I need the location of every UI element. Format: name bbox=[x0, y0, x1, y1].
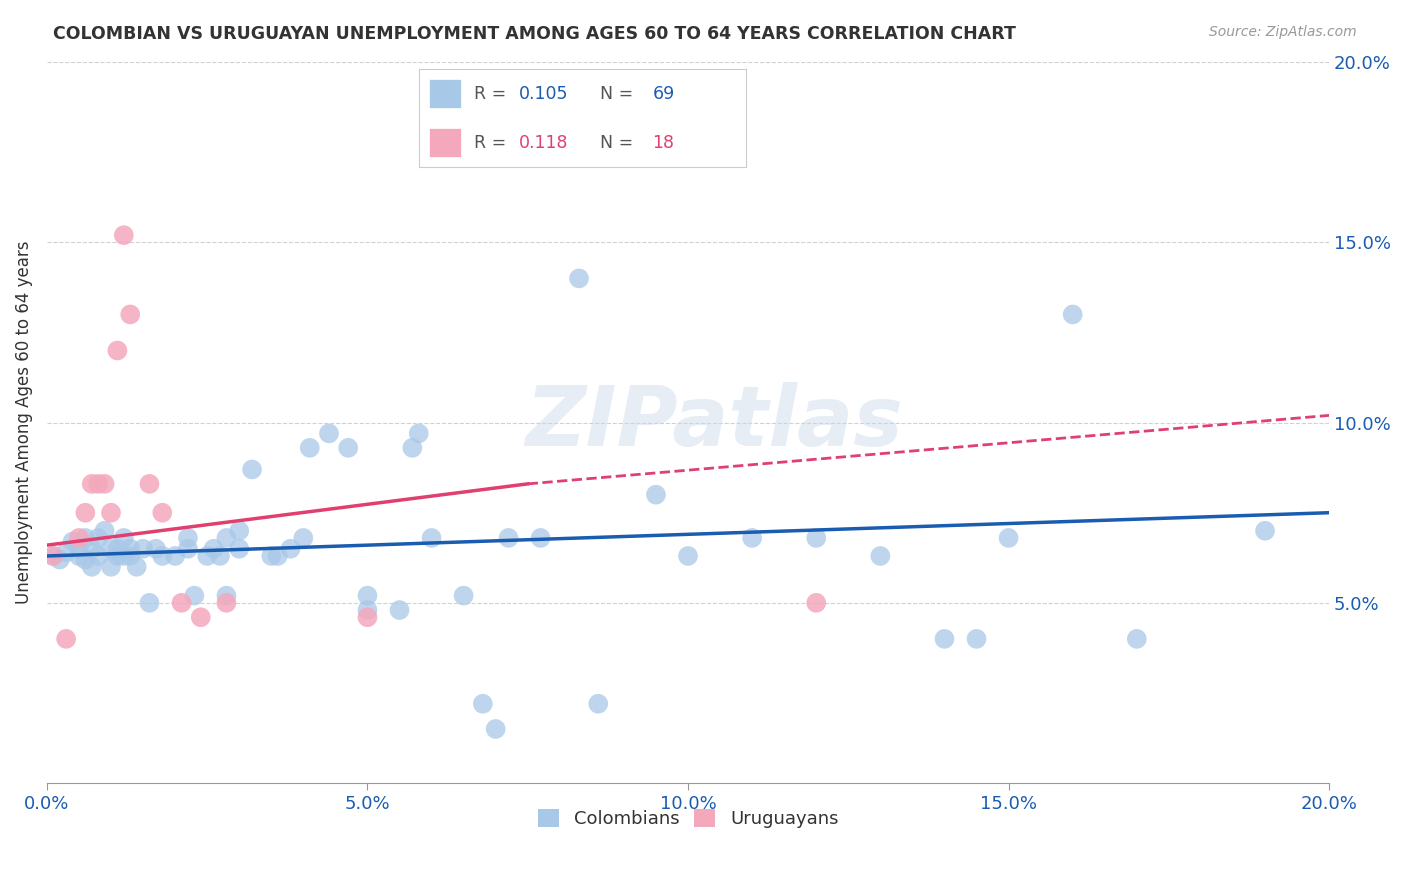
Point bbox=[145, 541, 167, 556]
Point bbox=[806, 531, 828, 545]
Point bbox=[80, 476, 103, 491]
Point bbox=[228, 524, 250, 538]
Point bbox=[67, 541, 90, 556]
Point bbox=[356, 610, 378, 624]
Point bbox=[356, 603, 378, 617]
Point bbox=[1126, 632, 1149, 646]
Point bbox=[55, 545, 77, 559]
Point bbox=[112, 549, 135, 563]
Point bbox=[190, 610, 212, 624]
Text: COLOMBIAN VS URUGUAYAN UNEMPLOYMENT AMONG AGES 60 TO 64 YEARS CORRELATION CHART: COLOMBIAN VS URUGUAYAN UNEMPLOYMENT AMON… bbox=[53, 25, 1017, 43]
Point bbox=[87, 531, 110, 545]
Point bbox=[93, 524, 115, 538]
Point bbox=[280, 541, 302, 556]
Point bbox=[170, 596, 193, 610]
Point bbox=[337, 441, 360, 455]
Point bbox=[107, 541, 129, 556]
Point bbox=[62, 534, 84, 549]
Point bbox=[42, 549, 65, 563]
Point bbox=[228, 541, 250, 556]
Point bbox=[215, 589, 238, 603]
Point bbox=[107, 549, 129, 563]
Point bbox=[471, 697, 494, 711]
Point bbox=[401, 441, 423, 455]
Y-axis label: Unemployment Among Ages 60 to 64 years: Unemployment Among Ages 60 to 64 years bbox=[15, 241, 32, 605]
Point bbox=[100, 506, 122, 520]
Point bbox=[529, 531, 551, 545]
Point bbox=[120, 541, 142, 556]
Point bbox=[485, 722, 508, 736]
Text: Source: ZipAtlas.com: Source: ZipAtlas.com bbox=[1209, 25, 1357, 39]
Point bbox=[215, 531, 238, 545]
Point bbox=[87, 476, 110, 491]
Point bbox=[356, 589, 378, 603]
Point bbox=[1062, 308, 1084, 322]
Point bbox=[67, 549, 90, 563]
Point bbox=[292, 531, 315, 545]
Point bbox=[125, 559, 148, 574]
Point bbox=[120, 549, 142, 563]
Point bbox=[208, 549, 231, 563]
Point bbox=[80, 541, 103, 556]
Point bbox=[150, 549, 173, 563]
Point bbox=[112, 228, 135, 243]
Point bbox=[177, 531, 200, 545]
Point bbox=[645, 488, 668, 502]
Point bbox=[676, 549, 699, 563]
Point bbox=[100, 559, 122, 574]
Point bbox=[588, 697, 610, 711]
Point bbox=[55, 632, 77, 646]
Point bbox=[138, 476, 160, 491]
Point bbox=[195, 549, 218, 563]
Point bbox=[107, 343, 129, 358]
Point bbox=[150, 506, 173, 520]
Point bbox=[997, 531, 1019, 545]
Point bbox=[498, 531, 520, 545]
Point bbox=[453, 589, 475, 603]
Point bbox=[75, 506, 97, 520]
Point bbox=[298, 441, 321, 455]
Point bbox=[202, 541, 225, 556]
Point bbox=[75, 531, 97, 545]
Legend: Colombians, Uruguayans: Colombians, Uruguayans bbox=[530, 802, 845, 835]
Point bbox=[568, 271, 591, 285]
Point bbox=[1254, 524, 1277, 538]
Point bbox=[934, 632, 956, 646]
Point bbox=[67, 531, 90, 545]
Point bbox=[806, 596, 828, 610]
Point bbox=[177, 541, 200, 556]
Point bbox=[165, 549, 187, 563]
Point bbox=[267, 549, 290, 563]
Point bbox=[318, 426, 340, 441]
Point bbox=[240, 462, 263, 476]
Point bbox=[112, 531, 135, 545]
Point bbox=[132, 541, 155, 556]
Point bbox=[42, 549, 65, 563]
Point bbox=[48, 552, 70, 566]
Point bbox=[966, 632, 988, 646]
Point bbox=[87, 549, 110, 563]
Point bbox=[741, 531, 763, 545]
Point bbox=[75, 552, 97, 566]
Point bbox=[420, 531, 443, 545]
Point bbox=[408, 426, 430, 441]
Point bbox=[120, 308, 142, 322]
Point bbox=[215, 596, 238, 610]
Point bbox=[260, 549, 283, 563]
Point bbox=[388, 603, 411, 617]
Point bbox=[183, 589, 205, 603]
Point bbox=[869, 549, 891, 563]
Point bbox=[138, 596, 160, 610]
Point bbox=[80, 559, 103, 574]
Point bbox=[100, 541, 122, 556]
Point bbox=[93, 476, 115, 491]
Text: ZIPatlas: ZIPatlas bbox=[524, 382, 903, 463]
